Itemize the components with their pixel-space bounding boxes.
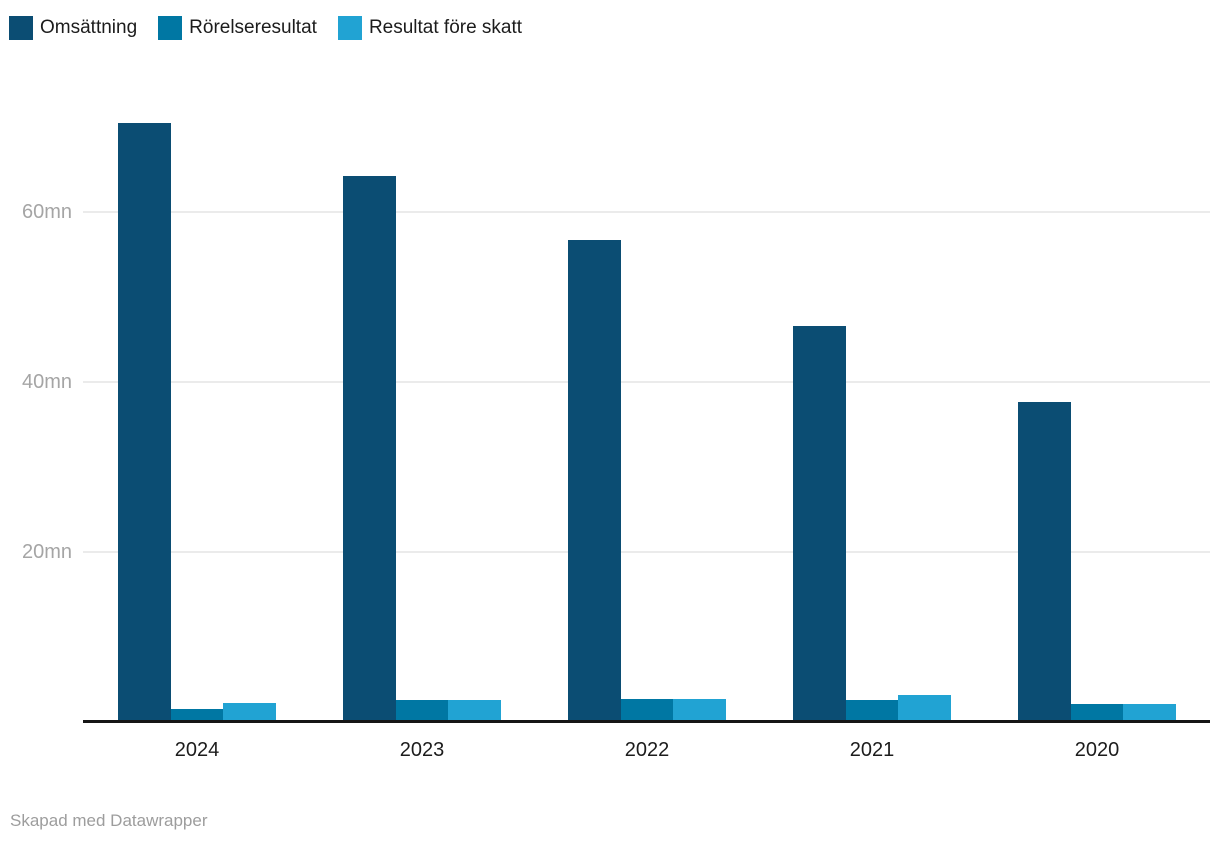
y-tick-label: 60mn [21, 201, 72, 223]
y-tick-label: 20mn [21, 541, 72, 563]
bar-r-relseresultat-2020 [1070, 704, 1124, 722]
gridline [83, 551, 1210, 553]
x-category-label: 2023 [399, 739, 445, 761]
datawrapper-attribution-link[interactable]: Skapad med Datawrapper [10, 811, 208, 830]
legend-swatch-icon [337, 16, 362, 40]
legend-item: Rörelseresultat [158, 16, 317, 40]
bar-r-relseresultat-2023 [395, 699, 449, 722]
legend-label: Resultat före skatt [368, 17, 523, 38]
bar-oms-ttning-2021 [793, 325, 846, 722]
bar-r-relseresultat-2024 [170, 709, 224, 722]
legend-swatch-icon [158, 16, 183, 40]
gridline [83, 381, 1210, 383]
bar-resultat-f-re-skatt-2021 [898, 694, 951, 722]
x-category-label: 2022 [624, 739, 670, 761]
gridline [83, 211, 1210, 213]
bar-oms-ttning-2024 [118, 122, 171, 722]
bar-oms-ttning-2022 [568, 240, 621, 722]
bar-resultat-f-re-skatt-2022 [673, 699, 726, 722]
bar-r-relseresultat-2021 [845, 699, 899, 722]
x-category-label: 2020 [1074, 739, 1120, 761]
bar-oms-ttning-2020 [1018, 402, 1071, 722]
x-category-label: 2024 [174, 739, 220, 761]
legend-swatch-icon [9, 16, 33, 40]
legend-item: Resultat före skatt [337, 16, 523, 40]
legend-label: Omsättning [40, 17, 138, 38]
y-tick-label: 40mn [21, 371, 72, 393]
bar-resultat-f-re-skatt-2023 [448, 699, 501, 722]
bar-resultat-f-re-skatt-2024 [223, 703, 276, 722]
bar-resultat-f-re-skatt-2020 [1123, 704, 1176, 722]
x-axis-line [83, 720, 1210, 723]
legend-label: Rörelseresultat [189, 17, 317, 38]
x-category-label: 2021 [849, 739, 895, 761]
legend-item: Omsättning [9, 16, 137, 40]
chart-legend: Omsättning Rörelseresultat Resultat före s… [9, 16, 522, 40]
bar-oms-ttning-2023 [343, 176, 396, 722]
bar-r-relseresultat-2022 [620, 699, 674, 722]
